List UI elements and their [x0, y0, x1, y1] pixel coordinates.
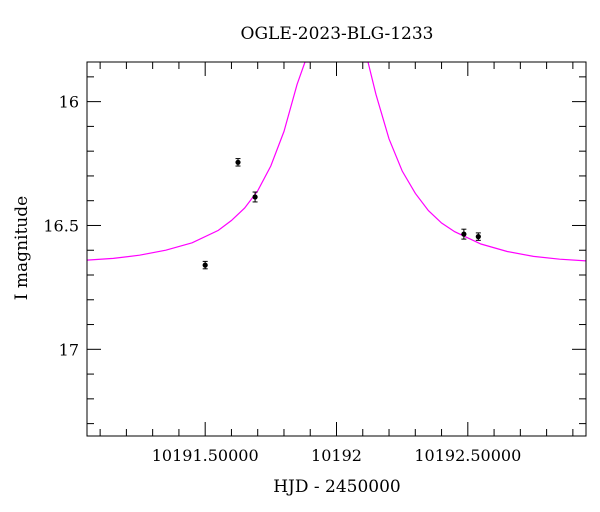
y-tick-label: 16.5 — [43, 216, 79, 235]
model-curve-falling — [362, 62, 586, 262]
x-tick-label: 10192 — [311, 446, 362, 465]
chart-title: OGLE-2023-BLG-1233 — [241, 24, 434, 44]
data-point — [202, 262, 208, 268]
model-curve-rising — [87, 62, 311, 261]
tick-labels: 10191.50000 10192 10192.50000 16 16.5 17 — [43, 93, 521, 465]
data-point — [461, 231, 467, 237]
x-tick-label: 10192.50000 — [414, 446, 521, 465]
data-point — [252, 194, 258, 200]
plot-frame — [86, 61, 587, 437]
data-point — [475, 234, 481, 240]
data-point — [235, 159, 241, 165]
y-tick-label: 17 — [59, 340, 79, 359]
model-curve-layer — [87, 62, 586, 262]
x-tick-label: 10191.50000 — [152, 446, 259, 465]
y-axis-label: I magnitude — [12, 196, 32, 300]
data-points-layer — [202, 158, 481, 270]
axis-ticks — [87, 62, 586, 436]
y-tick-label: 16 — [59, 93, 79, 112]
x-axis-label: HJD - 2450000 — [273, 477, 401, 497]
